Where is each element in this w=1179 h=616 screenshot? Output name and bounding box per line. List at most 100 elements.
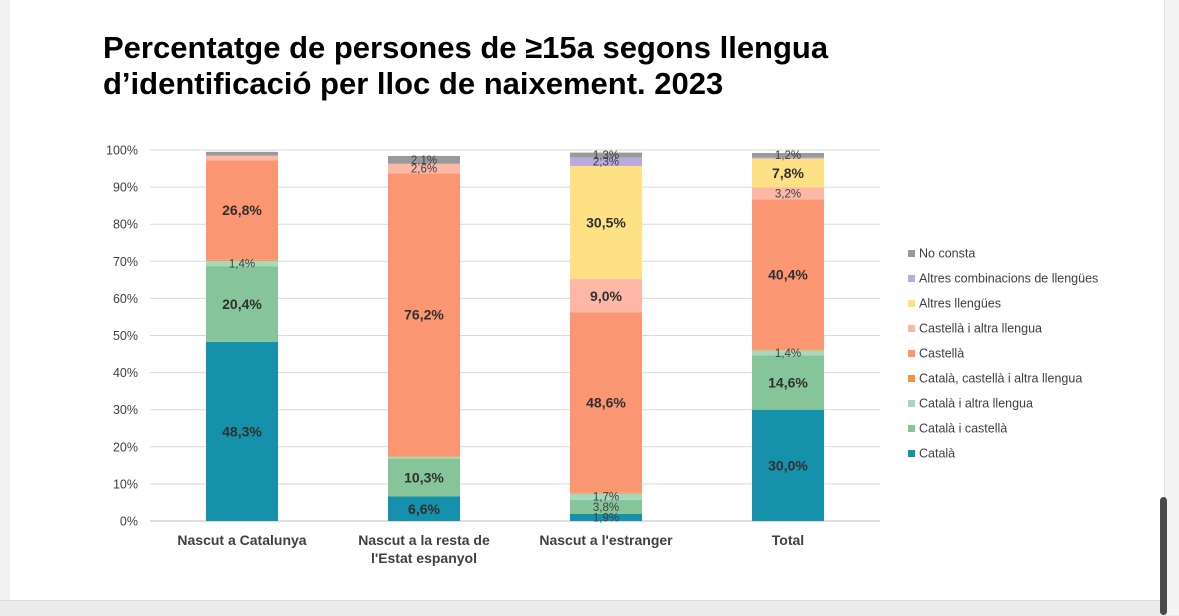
bar-segment <box>570 499 642 514</box>
data-label: 7,8% <box>772 165 804 181</box>
legend-label: Català i altra llengua <box>919 397 1033 411</box>
bar-segment <box>388 456 460 457</box>
data-label: 10,3% <box>404 469 444 485</box>
legend-swatch <box>908 300 915 307</box>
bar-segment <box>570 312 642 493</box>
y-tick-label: 0% <box>120 515 138 529</box>
data-label: 48,3% <box>222 423 262 439</box>
legend-label: Castellà i altra llengua <box>919 322 1042 336</box>
data-label: 76,2% <box>404 307 444 323</box>
bar-segment <box>388 458 460 497</box>
bar-segment <box>388 496 460 521</box>
bar-segment <box>570 157 642 166</box>
bar-segment <box>388 456 460 459</box>
legend-swatch <box>908 400 915 407</box>
bar-segment <box>752 152 824 158</box>
data-label: 3,2% <box>775 188 801 200</box>
y-tick-label: 100% <box>106 144 138 158</box>
y-tick-label: 40% <box>113 366 138 380</box>
bar-segment <box>206 260 278 267</box>
legend-swatch <box>908 450 915 457</box>
bar-segment <box>206 341 278 521</box>
y-tick-label: 60% <box>113 292 138 306</box>
bar-segment <box>206 259 278 261</box>
legend-swatch <box>908 275 915 282</box>
y-tick-label: 70% <box>113 255 138 269</box>
bar-segment <box>570 165 642 280</box>
bar-segment <box>570 513 642 521</box>
y-tick-label: 20% <box>113 440 138 454</box>
bar-segment <box>388 163 460 174</box>
data-label: 2,3% <box>593 157 619 169</box>
x-tick-label: Total <box>772 532 804 548</box>
data-label: 30,0% <box>768 457 808 473</box>
data-label: 48,6% <box>586 395 626 411</box>
data-label: 9,0% <box>590 288 622 304</box>
x-tick-label: Nascut a Catalunya <box>177 532 306 548</box>
x-tick-label: Nascut a l'estranger <box>539 532 673 548</box>
data-label: 1,7% <box>593 492 619 504</box>
y-tick-label: 30% <box>113 403 138 417</box>
legend-label: Altres combinacions de llengües <box>919 272 1098 286</box>
bar-segment <box>206 266 278 342</box>
data-labels: 48,3% 20,4% 1,4% 26,8% 6,6% 10,3% 76,2% 2,6%2,1… <box>222 150 808 524</box>
bar-segment <box>388 155 460 164</box>
bar-segment <box>388 173 460 457</box>
data-label: 3,8% <box>593 502 619 514</box>
data-label: 30,5% <box>586 215 626 231</box>
data-label: 1,3% <box>593 150 619 162</box>
legend-label: Català i castellà <box>919 422 1007 436</box>
chart-title: Percentatge de persones de ≥15a segons l… <box>103 30 1003 102</box>
chart-title-line-2: d’identificació per lloc de naixement. 2… <box>103 66 724 101</box>
chart-title-line-1: Percentatge de persones de ≥15a segons l… <box>103 30 829 65</box>
bar-segment <box>206 151 278 156</box>
legend-label: Català <box>919 447 955 461</box>
legend-swatch <box>908 325 915 332</box>
data-label: 2,6% <box>411 164 437 176</box>
bar-segment <box>206 160 278 260</box>
legend-swatch <box>908 250 915 257</box>
legend-swatch <box>908 375 915 382</box>
axes: 0% 10% 20% 30% 40% 50% 60% 70% 80% 90% 100% Nascut … <box>106 144 804 567</box>
bar-segment <box>752 355 824 410</box>
bar-segment <box>206 155 278 161</box>
data-label: 1,4% <box>229 259 255 271</box>
bar-segment <box>570 493 642 500</box>
data-label: 20,4% <box>222 296 262 312</box>
data-label: 14,6% <box>768 375 808 391</box>
legend-label: No consta <box>919 247 975 261</box>
legend-label: Català, castellà i altra llengua <box>919 372 1082 386</box>
bottom-panel <box>0 600 1179 616</box>
bar-segment <box>752 157 824 159</box>
y-tick-label: 50% <box>113 329 138 343</box>
data-label: 6,6% <box>408 501 440 517</box>
legend: No consta Altres combinacions de llengües… <box>908 247 1098 461</box>
bar-segment <box>570 279 642 313</box>
bars <box>206 151 824 521</box>
y-tick-label: 80% <box>113 218 138 232</box>
x-tick-label: Nascut a la resta de <box>358 532 490 548</box>
legend-swatch <box>908 350 915 357</box>
scrollbar-track[interactable] <box>1164 0 1179 615</box>
data-label: 1,2% <box>775 150 801 162</box>
bar-segment <box>752 349 824 351</box>
data-label: 26,8% <box>222 202 262 218</box>
legend-label: Altres llengües <box>919 297 1001 311</box>
bar-segment <box>752 409 824 521</box>
bar-segment <box>752 350 824 356</box>
legend-label: Castellà <box>919 347 964 361</box>
y-tick-label: 10% <box>113 477 138 491</box>
bar-segment <box>752 158 824 188</box>
data-label: 1,9% <box>593 512 619 524</box>
bar-segment <box>570 492 642 494</box>
data-label: 2,1% <box>411 155 437 167</box>
data-label: 40,4% <box>768 266 808 282</box>
bar-segment <box>752 199 824 350</box>
y-tick-label: 90% <box>113 181 138 195</box>
legend-swatch <box>908 425 915 432</box>
bar-segment <box>570 152 642 158</box>
scrollbar-thumb[interactable] <box>1160 497 1167 615</box>
bar-segment <box>752 187 824 200</box>
data-label: 1,4% <box>775 348 801 360</box>
